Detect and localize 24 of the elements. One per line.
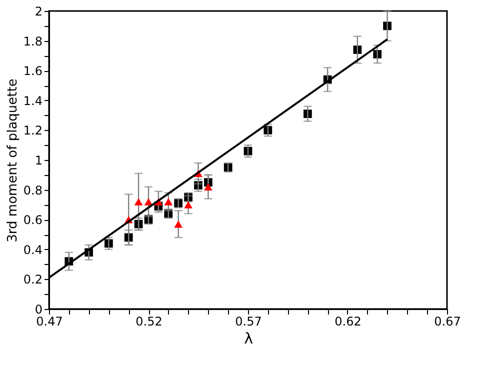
point bbox=[204, 183, 212, 190]
y-tick-label: 0.6 bbox=[23, 213, 42, 228]
y-tick-label: 2 bbox=[34, 4, 42, 18]
point bbox=[134, 198, 143, 206]
y-tick-label: 0.4 bbox=[23, 242, 42, 257]
y-tick-label: 1 bbox=[34, 154, 42, 168]
y-tick-label: 1.4 bbox=[23, 94, 42, 108]
y-tick-label: 0 bbox=[34, 302, 42, 316]
point bbox=[184, 201, 192, 208]
x-tick-label: 0.57 bbox=[235, 314, 262, 328]
y-tick-label: 0.2 bbox=[23, 272, 42, 287]
y-tick-label: 1.2 bbox=[23, 124, 42, 138]
y-tick-label: 1.6 bbox=[23, 64, 42, 78]
point bbox=[164, 198, 173, 206]
x-tick-label: 0.52 bbox=[136, 314, 162, 328]
y-tick-label: 1.8 bbox=[23, 34, 42, 48]
x-tick-label: 0.62 bbox=[334, 314, 362, 328]
point bbox=[144, 198, 153, 206]
y-axis-title: 3rd moment of plaquette bbox=[5, 78, 20, 242]
x-axis-title: λ bbox=[244, 330, 254, 348]
x-tick-label: 0.67 bbox=[434, 314, 461, 328]
x-tick-label: 0.47 bbox=[36, 314, 63, 328]
point bbox=[174, 220, 183, 228]
y-tick-label: 0.8 bbox=[23, 183, 42, 198]
